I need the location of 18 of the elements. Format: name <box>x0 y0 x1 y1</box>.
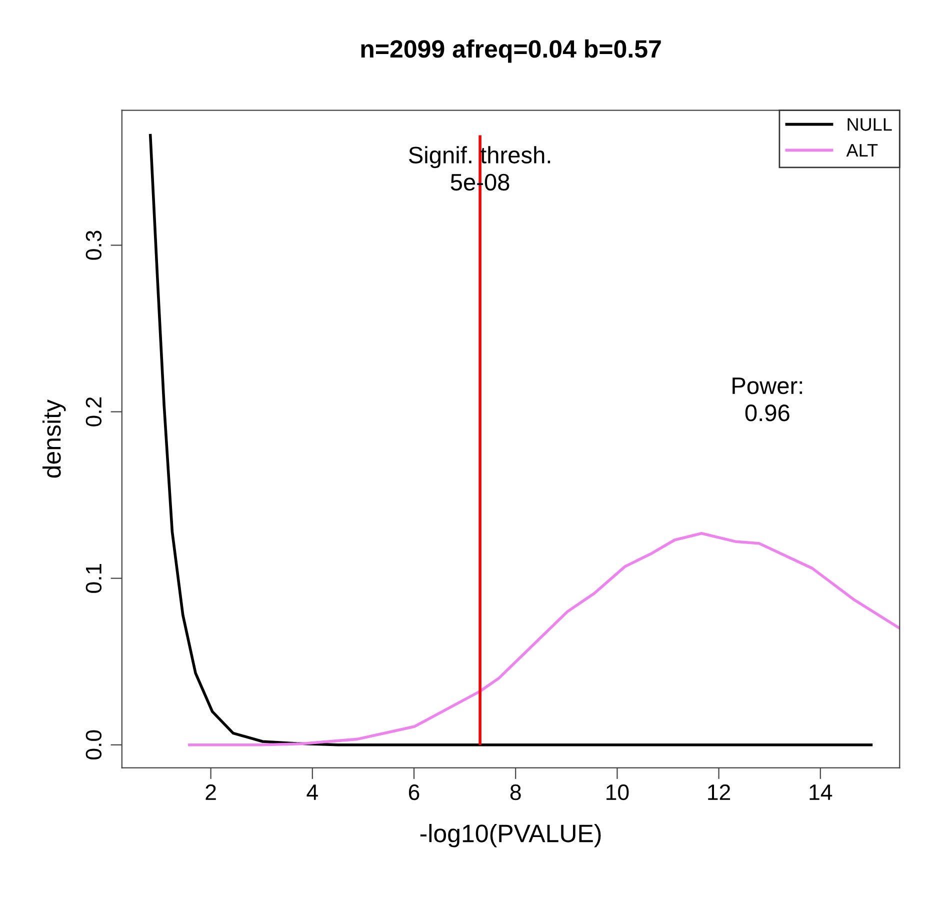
x-tick-label: 2 <box>206 784 216 800</box>
x-tick-label: 10 <box>606 784 629 800</box>
x-tick-label: 6 <box>408 784 420 800</box>
chart-title: n=2099 afreq=0.04 b=0.57 <box>361 39 661 63</box>
y-tick-label: 0.3 <box>86 230 102 260</box>
line-series <box>188 532 900 746</box>
legend-label: ALT <box>846 144 878 156</box>
y-axis-title: density <box>42 400 66 478</box>
x-tick-label: 14 <box>810 784 832 800</box>
x-tick-label: 8 <box>510 784 521 800</box>
annotation: Power: 0.96 <box>732 378 802 422</box>
y-tick-label: 0.0 <box>86 730 102 760</box>
legend-label: NULL <box>848 118 892 131</box>
y-tick-label: 0.1 <box>86 564 102 593</box>
y-tick-label: 0.2 <box>86 397 102 426</box>
x-axis-title: -log10(PVALUE) <box>420 824 601 848</box>
x-tick-label: 4 <box>306 784 318 800</box>
x-tick-label: 12 <box>708 784 730 800</box>
